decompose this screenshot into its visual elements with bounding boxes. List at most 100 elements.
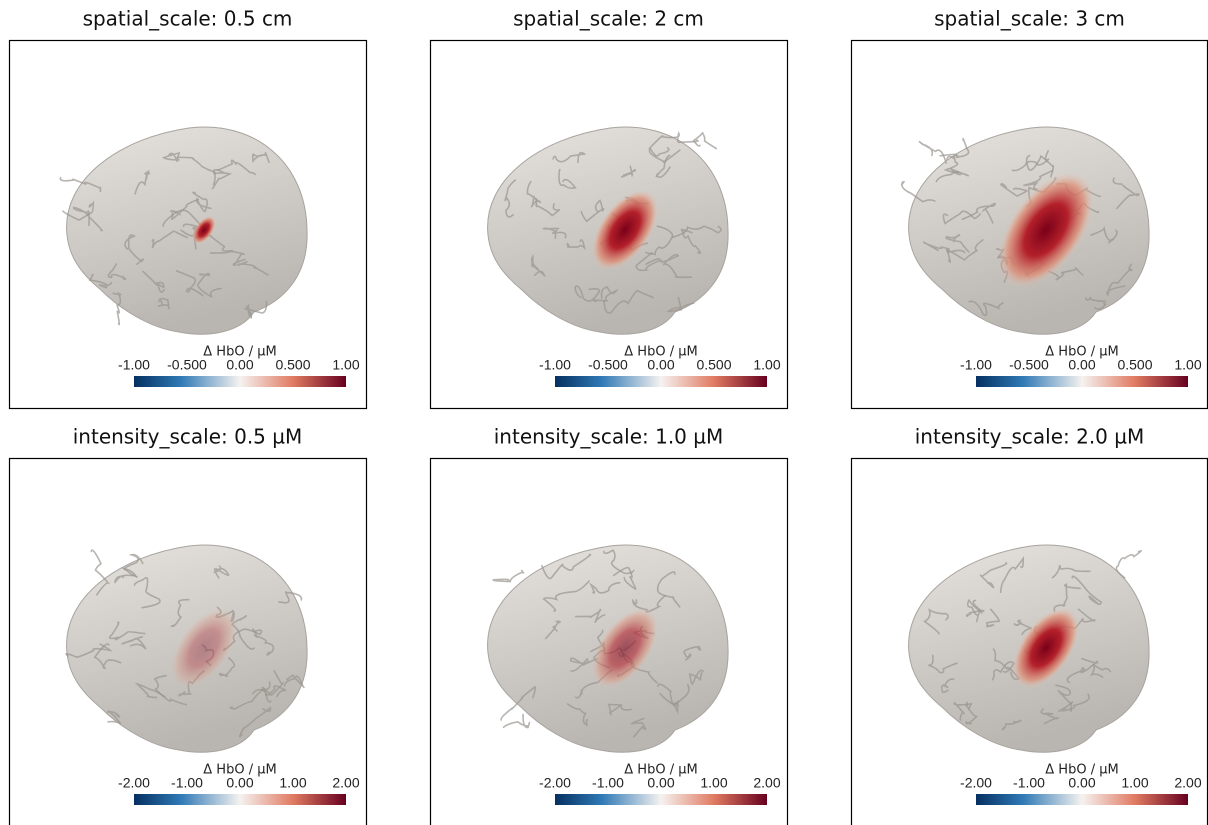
panel-title: spatial_scale: 3 cm bbox=[934, 7, 1125, 31]
sulcus bbox=[169, 198, 200, 220]
brain bbox=[487, 126, 729, 335]
sulcus bbox=[124, 234, 145, 265]
sulcus bbox=[151, 230, 188, 249]
sulcus bbox=[211, 168, 233, 190]
sulcus bbox=[544, 620, 561, 640]
sulcus bbox=[261, 670, 284, 696]
sulcus bbox=[657, 683, 690, 705]
sulcus bbox=[121, 635, 147, 650]
sulcus bbox=[1001, 719, 1022, 731]
sulcus bbox=[142, 270, 165, 293]
sulcus bbox=[229, 688, 272, 710]
sulcus bbox=[648, 131, 699, 150]
sulcus bbox=[922, 241, 951, 263]
sulcus bbox=[558, 168, 577, 189]
sulcus bbox=[603, 289, 655, 314]
sulcus bbox=[985, 608, 1000, 628]
sulcus bbox=[592, 286, 619, 303]
activation bbox=[997, 172, 1095, 288]
sulcus bbox=[574, 608, 606, 623]
colorbar-tick-label: -1.00 bbox=[171, 775, 203, 791]
sulcus bbox=[530, 253, 546, 277]
colorbar-tick-label: -2.00 bbox=[118, 775, 150, 791]
sulcus bbox=[942, 210, 981, 225]
sulcus bbox=[108, 621, 146, 641]
sulcus bbox=[648, 147, 681, 164]
brain bbox=[59, 126, 308, 335]
sulcus bbox=[923, 608, 949, 635]
sulcus bbox=[939, 137, 970, 159]
activation bbox=[591, 607, 659, 689]
sulcus bbox=[216, 159, 256, 176]
colorbar-tick-label: -2.00 bbox=[539, 775, 571, 791]
colorbar-tick-label: -0.500 bbox=[167, 357, 207, 373]
sulcus bbox=[569, 657, 598, 672]
colorbar-tick-label: 0.00 bbox=[1068, 357, 1095, 373]
sulcus bbox=[1115, 549, 1142, 579]
colorbar-label: Δ HbO / µM bbox=[1045, 345, 1118, 360]
sulcus bbox=[968, 300, 1004, 317]
sulcus bbox=[1106, 263, 1133, 297]
sulcus bbox=[928, 654, 958, 674]
sulcus bbox=[683, 645, 702, 661]
sulcus bbox=[134, 682, 166, 699]
sulcus bbox=[1023, 169, 1054, 190]
colorbar-label: Δ HbO / µM bbox=[203, 345, 276, 360]
sulcus bbox=[645, 225, 674, 256]
sulcus bbox=[123, 553, 144, 578]
sulcus bbox=[176, 156, 216, 186]
colorbar-tick-label: 1.00 bbox=[332, 357, 359, 373]
sulcus bbox=[603, 549, 635, 575]
sulcus bbox=[1071, 575, 1103, 606]
sulcus bbox=[660, 253, 693, 279]
sulcus bbox=[945, 233, 970, 253]
sulcus bbox=[692, 131, 718, 150]
colorbar-tick-label: -1.00 bbox=[118, 357, 150, 373]
colorbar-tick-label: -0.500 bbox=[588, 357, 628, 373]
colorbar bbox=[976, 376, 1188, 387]
sulcus bbox=[492, 569, 525, 583]
sulcus bbox=[607, 703, 632, 716]
sulcus bbox=[196, 272, 222, 298]
sulcus bbox=[180, 223, 198, 237]
sulcus bbox=[656, 571, 681, 608]
panel-title: spatial_scale: 0.5 cm bbox=[83, 7, 293, 31]
sulcus bbox=[238, 706, 272, 738]
colorbar bbox=[555, 794, 767, 805]
sulcus bbox=[979, 562, 1008, 589]
colorbar-tick-label: 0.00 bbox=[226, 357, 253, 373]
sulcus bbox=[552, 151, 587, 164]
panel-title: intensity_scale: 0.5 µM bbox=[73, 425, 302, 449]
sulcus bbox=[541, 553, 592, 580]
colorbar-tick-label: 0.500 bbox=[275, 357, 310, 373]
colorbar-label: Δ HbO / µM bbox=[203, 763, 276, 778]
sulcus bbox=[526, 180, 542, 208]
sulcus bbox=[940, 678, 955, 694]
sulcus bbox=[237, 261, 269, 276]
sulcus bbox=[580, 199, 605, 223]
sulcus bbox=[1089, 663, 1112, 679]
sulcus bbox=[170, 598, 190, 628]
activation bbox=[591, 189, 659, 271]
activation bbox=[170, 607, 238, 689]
sulcus bbox=[999, 182, 1028, 197]
sulcus bbox=[157, 297, 170, 310]
sulcus bbox=[500, 686, 537, 721]
sulcus bbox=[659, 692, 680, 715]
sulcus bbox=[635, 252, 661, 272]
sulcus bbox=[1053, 583, 1081, 612]
sulcus bbox=[252, 628, 275, 656]
colorbar-tick-label: -1.00 bbox=[592, 775, 624, 791]
sulcus bbox=[566, 703, 589, 727]
sulcus bbox=[965, 599, 985, 618]
sulcus bbox=[1066, 657, 1099, 684]
sulcus bbox=[630, 717, 647, 738]
colorbar-label: Δ HbO / µM bbox=[624, 763, 697, 778]
sulcus bbox=[251, 685, 287, 698]
sulcus bbox=[945, 239, 984, 261]
sulcus bbox=[1112, 177, 1140, 210]
sulcus bbox=[107, 710, 122, 725]
sulcus bbox=[953, 701, 973, 721]
sulcus bbox=[1040, 708, 1059, 725]
colorbar-tick-label: -0.500 bbox=[1009, 357, 1049, 373]
